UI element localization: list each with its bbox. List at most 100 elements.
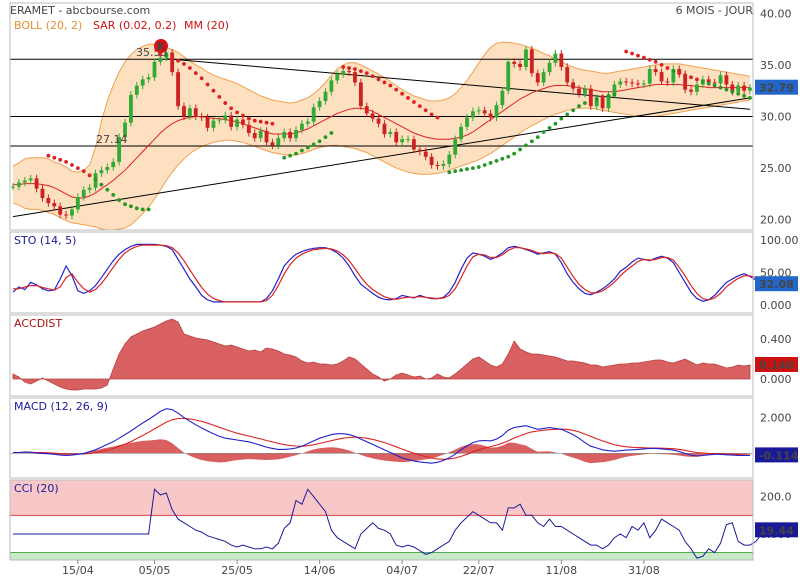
candle (630, 82, 634, 84)
sar-dot (653, 59, 658, 64)
candle (730, 84, 735, 92)
sto-label: STO (14, 5) (14, 234, 76, 247)
candle (470, 111, 475, 118)
candle (235, 119, 239, 127)
sar-dot (577, 104, 581, 109)
sar-dot (358, 69, 363, 73)
macd-label: MACD (12, 26, 9) (14, 400, 108, 413)
sar-dot (736, 91, 741, 96)
candle (229, 115, 234, 127)
sar-dot (412, 100, 416, 104)
candle (606, 94, 611, 109)
period-label[interactable]: 6 MOIS - JOUR (676, 4, 754, 17)
candle (476, 110, 481, 112)
sto-line-1 (13, 244, 774, 303)
sar-dot (724, 87, 729, 92)
candle (323, 91, 328, 102)
candle (347, 71, 351, 73)
candle (706, 79, 711, 83)
sar-dot (535, 135, 540, 140)
pane-frame-2 (9, 314, 754, 397)
sar-dot (323, 135, 328, 140)
sar-dot (417, 104, 422, 109)
sar-dot (93, 177, 98, 182)
sar-dot (470, 166, 475, 170)
legend-mm: MM (20) (184, 19, 229, 32)
sar-dot (176, 58, 180, 63)
sar-dot (146, 207, 151, 212)
sar-dot (612, 92, 617, 97)
candle (683, 74, 688, 90)
sar-dot (665, 66, 670, 70)
candle (317, 101, 322, 108)
sar-dot (317, 139, 322, 144)
trendline-0 (12, 97, 751, 218)
candle (695, 84, 699, 92)
sar-dot (712, 83, 717, 88)
sar-dot (435, 115, 440, 120)
sar-dot (123, 202, 127, 207)
sar-dot (52, 155, 57, 160)
sar-dot (488, 161, 493, 165)
y-tick-label-4-0: 200.0 (760, 491, 792, 504)
candle (182, 106, 186, 117)
candle (394, 131, 399, 143)
sar-dot (423, 108, 428, 113)
candle (117, 137, 122, 162)
candle (87, 187, 92, 190)
candle (529, 49, 534, 74)
y-tick-label-1-0: 100.00 (760, 234, 799, 247)
candle (299, 123, 304, 130)
sar-dot (305, 145, 310, 150)
last-value-label-3: -0.114 (759, 449, 799, 462)
candle (612, 84, 617, 95)
candle (158, 57, 163, 62)
candle (406, 139, 410, 141)
candle (712, 82, 717, 84)
candle (618, 81, 623, 85)
marker-k-label: K (157, 40, 166, 53)
candle (28, 178, 33, 181)
candle (435, 164, 440, 167)
candle (518, 63, 522, 67)
x-axis: 15/04 05/05 25/05 14/06 04/07 22/07 11/08 31/08 (62, 560, 660, 577)
candle (506, 61, 511, 91)
candle (152, 61, 157, 78)
accdist-label: ACCDIST (14, 317, 62, 330)
candle (305, 121, 310, 124)
candle (22, 180, 27, 183)
y-tick-label-0-2: 30.00 (760, 111, 792, 124)
candle (647, 69, 652, 84)
sar-dot (695, 77, 699, 82)
candle (276, 138, 281, 146)
sar-dot (465, 167, 469, 172)
candle (140, 79, 145, 86)
candle (671, 69, 676, 83)
bollinger-upper (12, 41, 751, 173)
candle (423, 151, 428, 157)
sar-dot (105, 187, 110, 192)
candle (105, 167, 110, 171)
cci-overbought-band (10, 480, 753, 516)
candle (447, 154, 452, 164)
candle (376, 118, 381, 124)
y-tick-label-0-0: 40.00 (760, 7, 792, 20)
y-tick-label-3-0: 2.000 (760, 412, 792, 425)
sar-dot (689, 75, 693, 80)
sar-dot (376, 77, 381, 82)
x-tick-label-5: 22/07 (463, 564, 495, 577)
pane-frame-0 (9, 2, 754, 231)
sar-dot (211, 88, 216, 93)
sar-dot (252, 118, 257, 123)
x-tick-label-1: 05/05 (139, 564, 171, 577)
candle (335, 74, 340, 81)
sar-dot (258, 119, 263, 124)
candle (500, 90, 505, 106)
candle (547, 62, 552, 73)
sar-dot (429, 112, 434, 117)
sar-dot (453, 169, 458, 174)
candle (341, 71, 346, 75)
